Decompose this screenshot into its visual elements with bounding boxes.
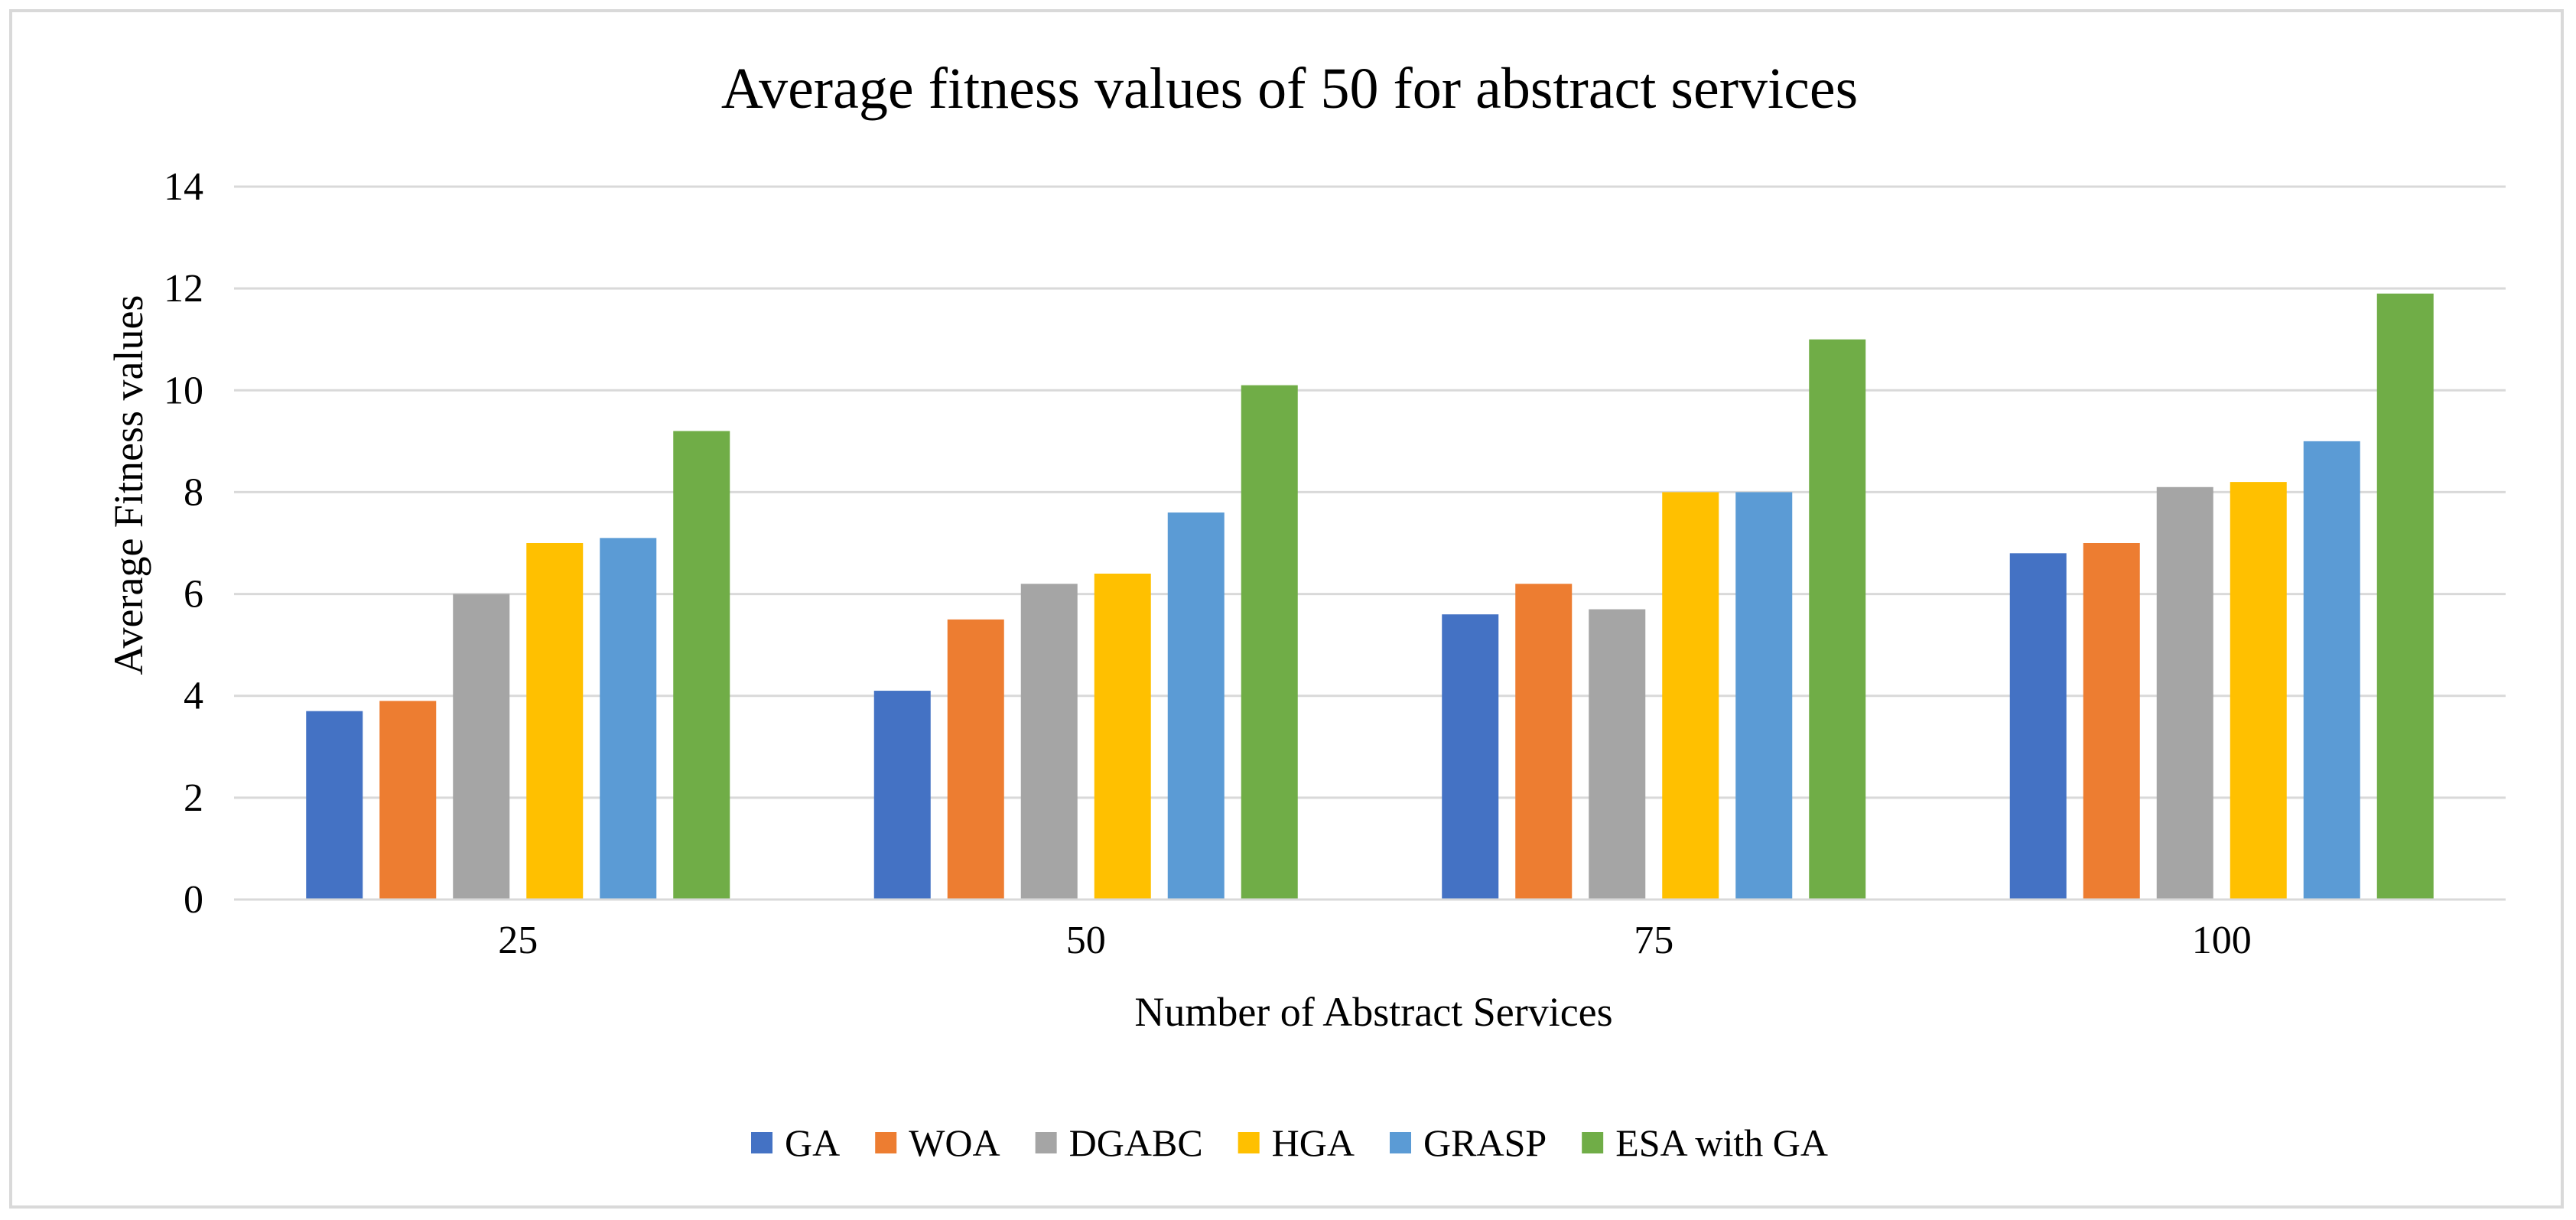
- legend-item-dgabc: DGABC: [1035, 1121, 1203, 1164]
- y-tick-label: 2: [184, 776, 203, 820]
- legend-swatch: [1390, 1132, 1411, 1153]
- x-axis-title: Number of Abstract Services: [1134, 989, 1612, 1035]
- legend-item-ga: GA: [751, 1121, 840, 1164]
- bar-woa-50: [947, 619, 1004, 900]
- legend: GA WOA DGABC HGA GRASP ESA with GA: [751, 1121, 1828, 1164]
- chart-title: Average fitness values of 50 for abstrac…: [721, 57, 1858, 121]
- x-axis-ticks: 25 50 75 100: [498, 919, 2252, 962]
- bar-ga-75: [1442, 614, 1499, 900]
- legend-item-grasp: GRASP: [1390, 1121, 1547, 1164]
- bar-woa-75: [1515, 584, 1573, 900]
- legend-swatch: [751, 1132, 772, 1153]
- bar-dgabc-75: [1589, 609, 1646, 900]
- bar-esa-with-ga-50: [1241, 385, 1298, 900]
- legend-item-hga: HGA: [1238, 1121, 1355, 1164]
- bar-chart: Average fitness values of 50 for abstrac…: [106, 57, 2506, 1164]
- y-axis-ticks: 0 2 4 6 8 10 12 14: [164, 165, 203, 922]
- bar-hga-75: [1662, 492, 1719, 900]
- bar-hga-25: [526, 543, 584, 900]
- legend-item-esa-with-ga: ESA with GA: [1582, 1121, 1828, 1164]
- legend-swatch: [1238, 1132, 1260, 1153]
- y-axis-title: Average Fitness values: [106, 295, 151, 675]
- y-tick-label: 4: [184, 675, 203, 718]
- x-tick-label: 25: [498, 919, 538, 962]
- y-tick-label: 8: [184, 470, 203, 514]
- legend-label: GRASP: [1423, 1121, 1547, 1164]
- bar-grasp-25: [600, 538, 657, 900]
- legend-swatch: [1582, 1132, 1604, 1153]
- bar-esa-with-ga-25: [673, 431, 730, 900]
- bar-woa-100: [2083, 543, 2140, 900]
- legend-label: DGABC: [1069, 1121, 1203, 1164]
- legend-swatch: [1035, 1132, 1057, 1153]
- bar-ga-50: [873, 691, 931, 900]
- y-tick-label: 10: [164, 369, 203, 412]
- legend-item-woa: WOA: [875, 1121, 1000, 1164]
- bar-esa-with-ga-75: [1809, 339, 1866, 900]
- x-tick-label: 75: [1634, 919, 1673, 962]
- chart-frame: Average fitness values of 50 for abstrac…: [9, 9, 2564, 1209]
- y-tick-label: 0: [184, 878, 203, 922]
- bar-ga-100: [2009, 553, 2067, 900]
- bar-grasp-100: [2303, 441, 2360, 900]
- bar-grasp-50: [1167, 512, 1225, 900]
- bar-grasp-75: [1735, 492, 1793, 900]
- bar-dgabc-25: [453, 594, 510, 900]
- y-tick-label: 14: [164, 165, 203, 209]
- bar-dgabc-100: [2156, 486, 2213, 900]
- bar-hga-50: [1094, 573, 1151, 900]
- x-tick-label: 100: [2192, 919, 2252, 962]
- bar-esa-with-ga-100: [2376, 293, 2434, 900]
- bar-ga-25: [306, 711, 363, 900]
- bar-woa-25: [379, 701, 437, 900]
- x-tick-label: 50: [1066, 919, 1106, 962]
- legend-label: WOA: [909, 1121, 1000, 1164]
- bar-dgabc-50: [1020, 584, 1078, 900]
- legend-label: HGA: [1272, 1121, 1355, 1164]
- y-tick-label: 6: [184, 573, 203, 617]
- legend-swatch: [875, 1132, 897, 1153]
- y-tick-label: 12: [164, 267, 203, 311]
- bar-hga-100: [2230, 482, 2287, 900]
- legend-label: ESA with GA: [1615, 1121, 1828, 1164]
- bars: [306, 293, 2434, 900]
- legend-label: GA: [785, 1121, 840, 1164]
